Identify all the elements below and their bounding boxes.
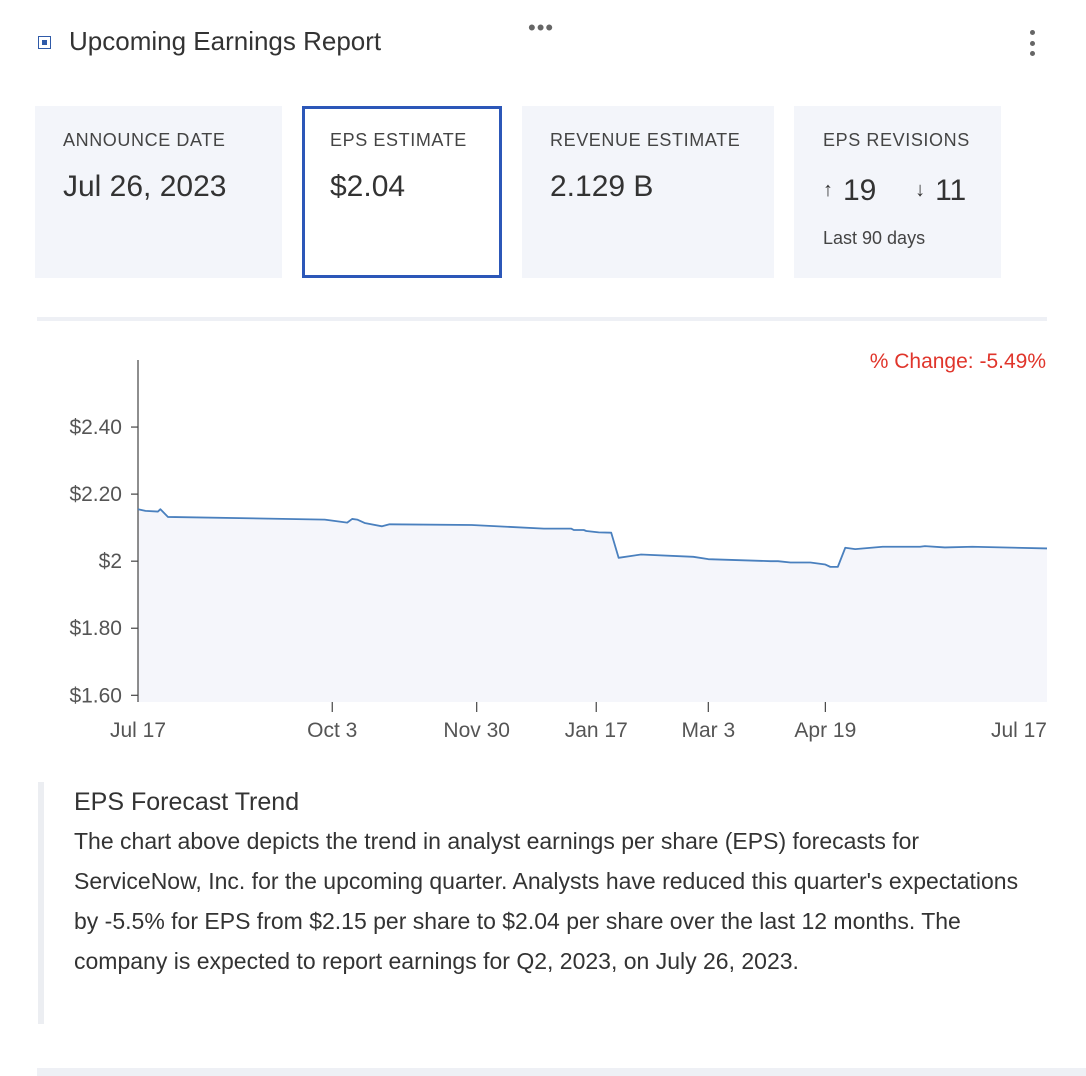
card-label: EPS ESTIMATE bbox=[330, 130, 467, 150]
x-tick-label: Jul 17 bbox=[991, 719, 1047, 742]
card-value: Jul 26, 2023 bbox=[63, 170, 227, 203]
eps-chart-svg: $2.40 $2.20 $2 $1.80 $1.60 Jul 17 Oct 3 Nov 30 J… bbox=[69, 360, 1048, 742]
card-value: ↑ 19 ↓ 11 bbox=[823, 170, 966, 208]
card-subtext: Last 90 days bbox=[823, 228, 926, 248]
widget-icon bbox=[38, 36, 51, 49]
x-tick-label: Nov 30 bbox=[443, 719, 510, 742]
card-value: $2.04 bbox=[330, 170, 406, 203]
percent-change-label: % Change: -5.49% bbox=[869, 350, 1046, 373]
widget-title: Upcoming Earnings Report bbox=[69, 26, 382, 56]
x-tick-label: Apr 19 bbox=[794, 719, 856, 742]
note-title: EPS Forecast Trend bbox=[74, 788, 300, 816]
divider bbox=[37, 317, 1047, 321]
drag-handle-icon[interactable]: ••• bbox=[528, 15, 555, 40]
x-tick-label: Oct 3 bbox=[307, 719, 357, 742]
card-announce-date[interactable]: ANNOUNCE DATE Jul 26, 2023 bbox=[35, 106, 282, 278]
x-tick-label: Jul 17 bbox=[110, 719, 166, 742]
card-eps-estimate[interactable]: EPS ESTIMATE $2.04 bbox=[302, 106, 502, 278]
eps-chart: % Change: -5.49% $2.40 $2.20 $2 $1.80 $1.60 J… bbox=[0, 330, 1086, 750]
card-label: ANNOUNCE DATE bbox=[63, 130, 226, 150]
trend-note: EPS Forecast Trend The chart above depic… bbox=[38, 782, 1048, 1024]
note-body: The chart above depicts the trend in ana… bbox=[74, 828, 1019, 974]
arrow-down-icon: ↓ bbox=[915, 179, 926, 201]
y-tick-label: $2 bbox=[99, 550, 122, 573]
card-label: REVENUE ESTIMATE bbox=[550, 130, 741, 150]
card-value: 2.129 B bbox=[550, 170, 654, 203]
y-tick-label: $2.20 bbox=[69, 483, 122, 506]
y-tick-label: $2.40 bbox=[69, 416, 122, 439]
revisions-up-count: 19 bbox=[843, 173, 877, 207]
card-eps-revisions[interactable]: EPS REVISIONS ↑ 19 ↓ 11 Last 90 days bbox=[794, 106, 1001, 278]
card-label: EPS REVISIONS bbox=[823, 130, 970, 150]
y-tick-label: $1.60 bbox=[69, 684, 122, 707]
x-tick-label: Mar 3 bbox=[681, 719, 735, 742]
arrow-up-icon: ↑ bbox=[823, 179, 833, 201]
kebab-menu-icon[interactable] bbox=[1020, 26, 1044, 60]
revisions-down-count: 11 bbox=[935, 173, 967, 207]
y-tick-label: $1.80 bbox=[69, 617, 122, 640]
widget-header: Upcoming Earnings Report ••• bbox=[0, 0, 1086, 90]
x-tick-label: Jan 17 bbox=[565, 719, 628, 742]
eps-line bbox=[137, 508, 1048, 568]
card-revenue-estimate[interactable]: REVENUE ESTIMATE 2.129 B bbox=[522, 106, 774, 278]
eps-area bbox=[138, 509, 1047, 702]
bottom-divider bbox=[37, 1068, 1086, 1076]
